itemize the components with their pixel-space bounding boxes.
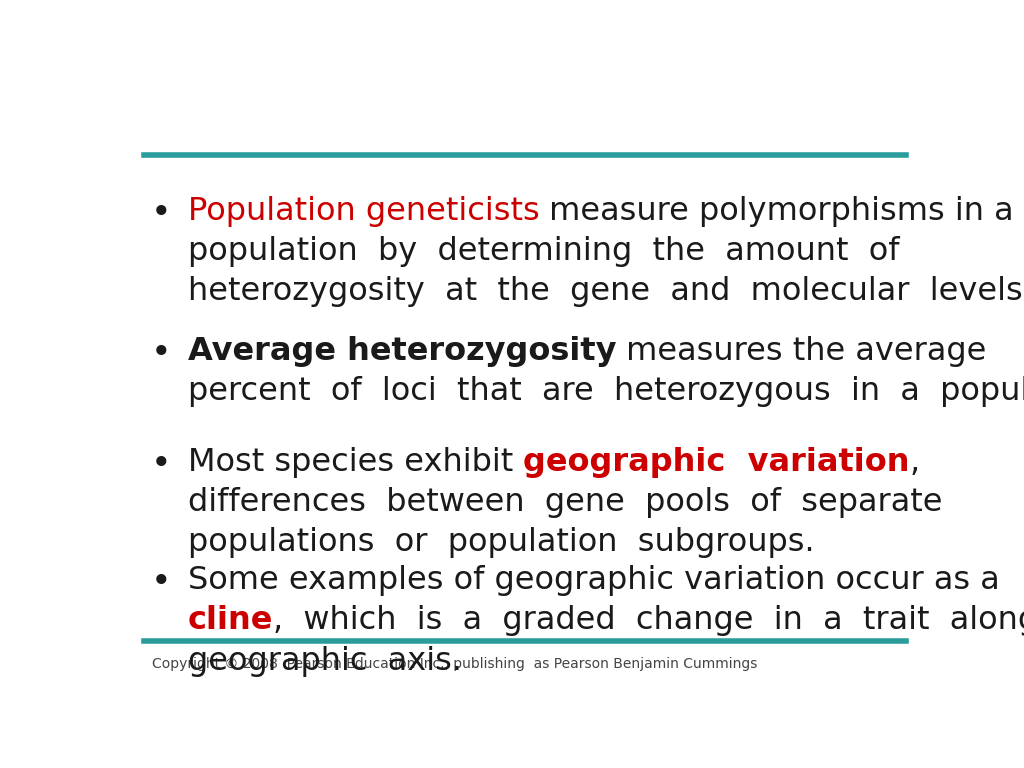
Text: ,  which  is  a  graded  change  in  a  trait  along  a: , which is a graded change in a trait al…	[272, 605, 1024, 637]
Text: Copyright © 2008  Pearson Education Inc., publishing  as Pearson Benjamin Cummin: Copyright © 2008 Pearson Education Inc.,…	[152, 657, 757, 671]
Text: differences  between  gene  pools  of  separate: differences between gene pools of separa…	[187, 487, 942, 518]
Text: measure polymorphisms in a: measure polymorphisms in a	[540, 196, 1014, 227]
Text: geographic  variation: geographic variation	[523, 447, 909, 478]
Text: cline: cline	[187, 605, 272, 637]
Text: geographic  axis.: geographic axis.	[187, 646, 462, 677]
Text: population  by  determining  the  amount  of: population by determining the amount of	[187, 236, 899, 266]
Text: •: •	[151, 336, 172, 370]
Text: Population geneticists: Population geneticists	[187, 196, 540, 227]
Text: percent  of  loci  that  are  heterozygous  in  a  population.: percent of loci that are heterozygous in…	[187, 376, 1024, 407]
Text: •: •	[151, 196, 172, 230]
Text: Some examples of geographic variation occur as a: Some examples of geographic variation oc…	[187, 565, 999, 596]
Text: measures the average: measures the average	[616, 336, 986, 367]
Text: •: •	[151, 447, 172, 481]
Text: Most species exhibit: Most species exhibit	[187, 447, 523, 478]
Text: populations  or  population  subgroups.: populations or population subgroups.	[187, 528, 814, 558]
Text: ,: ,	[909, 447, 920, 478]
Text: •: •	[151, 565, 172, 599]
Text: heterozygosity  at  the  gene  and  molecular  levels.: heterozygosity at the gene and molecular…	[187, 276, 1024, 307]
Text: Average heterozygosity: Average heterozygosity	[187, 336, 616, 367]
